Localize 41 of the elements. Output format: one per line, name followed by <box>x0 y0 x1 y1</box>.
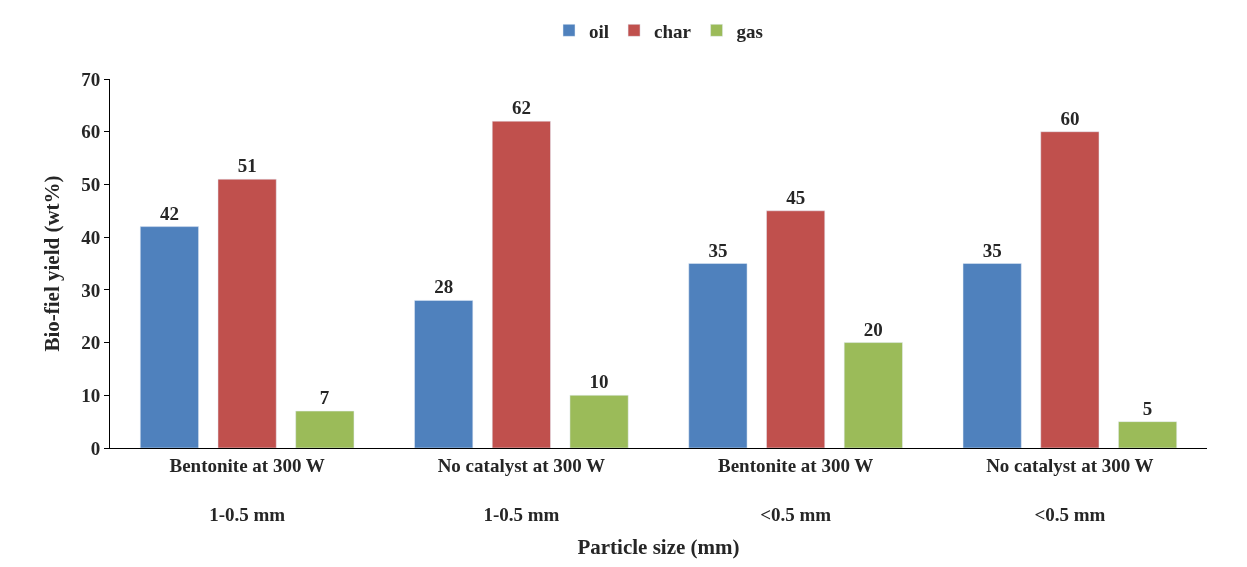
data-label: 60 <box>1060 107 1080 129</box>
y-tick-label: 30 <box>81 279 101 301</box>
category-label: Bentonite at 300 W 1-0.5 mm <box>169 454 325 526</box>
data-label: 51 <box>237 155 257 177</box>
bar <box>1040 131 1100 448</box>
data-label: 35 <box>982 239 1002 261</box>
data-label: 62 <box>511 97 531 119</box>
legend-label: oil <box>589 20 610 42</box>
bar <box>414 300 474 448</box>
data-label: 45 <box>786 186 806 208</box>
y-tick-label: 0 <box>90 437 101 459</box>
data-label: 20 <box>863 318 883 340</box>
data-label: 42 <box>159 202 179 224</box>
category-label: Bentonite at 300 W <0.5 mm <box>717 454 874 526</box>
bar <box>766 210 826 448</box>
bar <box>688 263 748 448</box>
bar <box>843 342 903 448</box>
data-label: 10 <box>589 371 609 393</box>
bar <box>569 395 629 448</box>
bar <box>140 226 199 448</box>
y-tick-label: 40 <box>81 226 101 248</box>
category-label: No catalyst at 300 W 1-0.5 mm <box>437 454 606 526</box>
legend-label: char <box>654 20 692 42</box>
y-tick-label: 50 <box>81 174 101 196</box>
y-axis-title: Bio-fiel yield (wt%) <box>40 175 65 352</box>
category-label: No catalyst at 300 W <0.5 mm <box>986 454 1154 526</box>
y-tick-label: 20 <box>81 332 101 354</box>
data-label: 7 <box>319 387 330 409</box>
y-tick-label: 60 <box>81 121 101 143</box>
data-label: 5 <box>1142 397 1153 419</box>
data-label: 35 <box>708 239 728 261</box>
y-tick-label: 70 <box>81 68 101 90</box>
bar <box>491 120 551 448</box>
x-axis-title: Particle size (mm) <box>577 535 740 560</box>
bar <box>1118 421 1177 448</box>
y-tick-label: 10 <box>81 384 101 406</box>
bar <box>295 410 355 448</box>
legend-label: gas <box>736 20 763 42</box>
bar <box>962 263 1022 448</box>
bar <box>217 178 277 448</box>
data-label: 28 <box>434 276 454 298</box>
